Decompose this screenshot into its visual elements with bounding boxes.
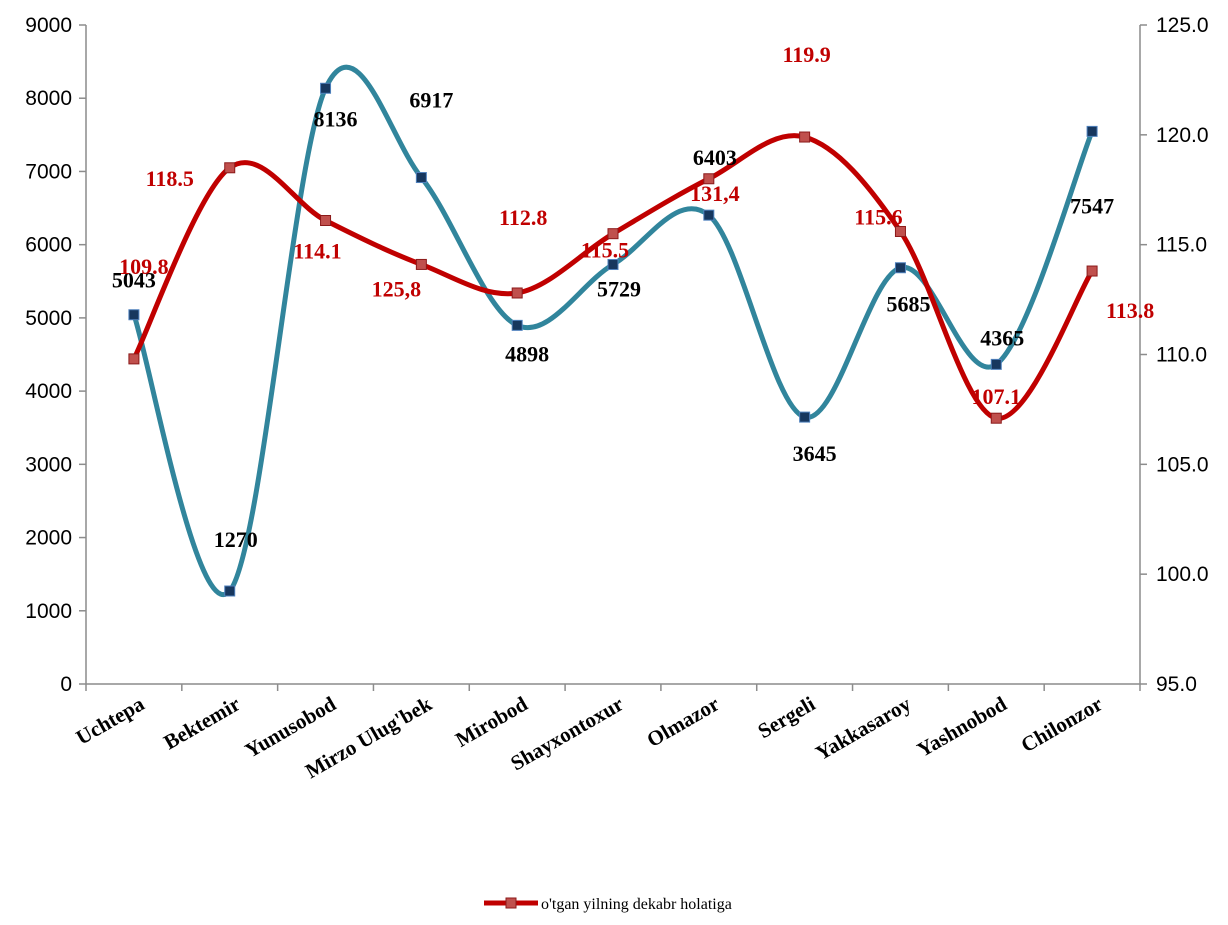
data-label-right: 109.8: [119, 254, 169, 279]
series-marker-left: [799, 411, 811, 423]
data-labels: 5043 1270 8136 6917 4898 5729 6403 3645 5685 4365…: [112, 42, 1154, 552]
series-marker-right: [320, 215, 332, 227]
legend-swatch-marker: [505, 897, 517, 909]
left-tick-label: 5000: [25, 307, 72, 330]
data-label-right: 113.8: [1106, 298, 1154, 323]
series-marker-left: [894, 262, 906, 274]
data-label-right: 115.5: [581, 238, 629, 263]
x-tick-label: Olmazor: [643, 692, 724, 752]
data-label-left: 4365: [980, 325, 1024, 350]
data-label-right: 107.1: [972, 384, 1022, 409]
data-label-right: 125,8: [372, 276, 422, 301]
series-marker-right: [415, 258, 427, 270]
series-lines: [131, 65, 1095, 597]
series-marker-right: [607, 228, 619, 240]
legend: o'tgan yilning dekabr holatiga: [484, 896, 732, 913]
left-tick-label: 8000: [25, 87, 72, 110]
right-tick-label: 120.0: [1156, 124, 1209, 147]
data-label-left: 7547: [1070, 193, 1114, 218]
left-tick-label: 2000: [25, 527, 72, 550]
left-tick-label: 3000: [25, 453, 72, 476]
x-tick-label: Chilonzor: [1017, 692, 1107, 758]
data-label-right: 131,4: [690, 181, 740, 206]
data-label-right: 115.6: [854, 204, 902, 229]
data-label-left: 6917: [409, 88, 453, 113]
data-label-right: 114.1: [293, 239, 341, 264]
series-marker-right: [224, 162, 236, 174]
right-tick-label: 110.0: [1156, 344, 1207, 367]
left-tick-label: 0: [60, 673, 72, 696]
left-y-axis: 0 1000 2000 3000 4000 5000 6000 7000 8000 9000: [25, 14, 86, 696]
series-marker-left: [511, 319, 523, 331]
data-label-left: 3645: [793, 441, 837, 466]
data-label-left: 1270: [214, 527, 258, 552]
right-tick-label: 100.0: [1156, 563, 1209, 586]
left-tick-label: 6000: [25, 234, 72, 257]
data-label-right: 112.8: [499, 205, 547, 230]
series-marker-left: [128, 309, 140, 321]
series-marker-left: [607, 259, 619, 271]
series-marker-right: [990, 412, 1002, 424]
right-tick-label: 125.0: [1156, 14, 1209, 37]
data-label-left: 6403: [693, 145, 737, 170]
data-label-left: 4898: [505, 341, 549, 366]
axes: [85, 25, 1141, 685]
right-tick-label: 95.0: [1156, 673, 1197, 696]
series-marker-left: [990, 358, 1002, 370]
left-tick-label: 4000: [25, 380, 72, 403]
series-line-right: [131, 133, 1095, 421]
series-marker-left: [224, 585, 236, 597]
x-tick-label: Yakkasaroy: [811, 691, 915, 765]
series-marker-right: [894, 225, 906, 237]
left-tick-label: 1000: [25, 600, 72, 623]
series-marker-left: [703, 209, 715, 221]
left-tick-label: 7000: [25, 160, 72, 183]
data-label-right: 118.5: [146, 166, 194, 191]
x-tick-label: Bektemir: [159, 692, 244, 755]
left-tick-label: 9000: [25, 14, 72, 37]
series-marker-left: [1086, 125, 1098, 137]
series-marker-right: [799, 131, 811, 143]
x-tick-label: Sergeli: [754, 691, 820, 743]
legend-entry-label: o'tgan yilning dekabr holatiga: [541, 896, 732, 913]
series-markers: [128, 82, 1098, 597]
data-label-left: 5043: [112, 268, 156, 293]
series-marker-left: [415, 172, 427, 184]
series-marker-right: [511, 287, 523, 299]
right-tick-label: 105.0: [1156, 453, 1209, 476]
series-marker-right: [1086, 265, 1098, 277]
x-tick-label: Mirobod: [451, 691, 532, 751]
right-y-axis: 95.0 100.0 105.0 110.0 115.0 120.0 125.0: [1140, 14, 1209, 696]
x-tick-label: Uchtepa: [72, 691, 149, 749]
series-marker-right: [703, 173, 715, 185]
series-line-left: [131, 65, 1095, 597]
data-label-right: 119.9: [782, 42, 830, 67]
data-label-left: 5685: [886, 292, 930, 317]
x-tick-label: Yashnobod: [913, 691, 1011, 762]
data-label-left: 8136: [314, 106, 358, 131]
data-label-left: 5729: [597, 277, 641, 302]
series-marker-right: [128, 353, 140, 365]
series-marker-left: [320, 82, 332, 94]
right-tick-label: 115.0: [1156, 234, 1207, 257]
